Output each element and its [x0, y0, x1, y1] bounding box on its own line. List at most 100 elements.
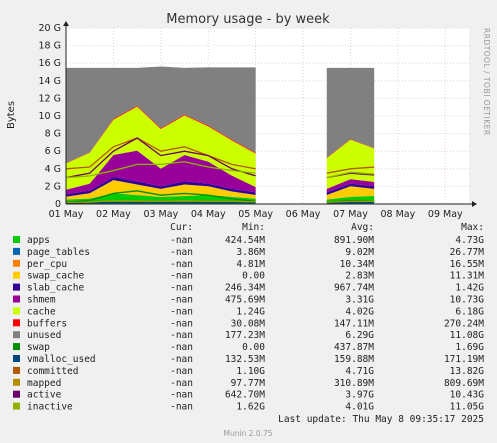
legend-avg: 9.02M	[345, 247, 374, 258]
legend-avg: 3.97G	[345, 390, 374, 401]
legend-min: 1.62G	[236, 402, 265, 413]
legend-name: cache	[27, 306, 56, 317]
legend-cur: -nan	[170, 378, 193, 389]
legend-swatch	[13, 283, 20, 291]
legend-cur: -nan	[170, 283, 193, 294]
legend-avg: 3.31G	[345, 295, 374, 306]
legend-name: per_cpu	[27, 259, 67, 270]
x-tick-label: 03 May	[143, 209, 178, 220]
y-tick-label: 12 G	[39, 93, 61, 104]
legend-header: Avg:	[351, 222, 374, 233]
legend-name: mapped	[27, 378, 61, 389]
chart-title: Memory usage - by week	[166, 12, 330, 27]
legend-swatch	[13, 271, 20, 279]
legend-cur: -nan	[170, 402, 193, 413]
legend-max: 13.82G	[450, 366, 485, 377]
legend-min: 0.00	[242, 342, 265, 353]
line-inactive	[65, 161, 256, 179]
area-slab_cache	[326, 183, 375, 196]
area-cache	[326, 139, 375, 189]
line-inactive	[326, 171, 375, 179]
legend-swatch	[13, 366, 20, 374]
y-tick-label: 18 G	[39, 41, 61, 52]
x-tick-label: 09 May	[428, 209, 463, 220]
y-tick-label: 8 G	[45, 129, 61, 140]
legend-swatch	[13, 390, 20, 398]
legend-avg: 310.89M	[334, 378, 374, 389]
y-tick-label: 2 G	[45, 181, 61, 192]
y-tick-label: 10 G	[39, 111, 61, 122]
legend-name: unused	[27, 330, 61, 341]
legend-min: 1.10G	[236, 366, 265, 377]
line-mapped	[326, 200, 375, 203]
legend-avg: 2.83M	[345, 271, 374, 282]
y-axis-ticks: 0 2 G 4 G 6 G 8 G 10 G 12 G 14 G 16 G 18 G 20 G	[39, 23, 61, 210]
legend-max: 11.31M	[450, 271, 485, 282]
y-tick-label: 6 G	[45, 146, 61, 157]
legend-avg: 159.88M	[334, 354, 374, 365]
legend-swatch	[13, 378, 20, 386]
legend-header: Min:	[242, 222, 265, 233]
line-committed	[326, 166, 375, 174]
legend-name: slab_cache	[27, 283, 84, 294]
legend-min: 30.08M	[231, 318, 266, 329]
area-cache	[66, 106, 256, 190]
area-shmem	[66, 150, 256, 195]
legend-max: 11.05G	[450, 402, 485, 413]
legend-cur: -nan	[170, 390, 193, 401]
legend-cur: -nan	[170, 366, 193, 377]
legend-max: 270.24M	[444, 318, 484, 329]
line-mapped	[66, 199, 256, 203]
legend-min: 4.81M	[236, 259, 265, 270]
x-tick-label: 02 May	[96, 209, 131, 220]
legend-name: swap	[27, 342, 50, 353]
legend-header: Cur:	[170, 222, 193, 233]
legend-name: inactive	[27, 402, 73, 413]
legend-min: 177.23M	[225, 330, 265, 341]
rrdtool-credit: RRDTOOL / TOBI OETIKER	[482, 28, 491, 136]
legend-max: 1.42G	[455, 283, 484, 294]
legend-table: Cur: Min: Avg: Max: apps -nan 424.54M 891.90M 4.…	[13, 222, 484, 413]
legend-cur: -nan	[170, 318, 193, 329]
legend-avg: 10.34M	[340, 259, 375, 270]
x-tick-label: 07 May	[333, 209, 368, 220]
area-buffers	[326, 139, 375, 159]
legend-cur: -nan	[170, 354, 193, 365]
y-axis-label: Bytes	[6, 101, 17, 129]
legend-max: 16.55M	[450, 259, 485, 270]
area-shmem	[326, 179, 375, 193]
y-axis-arrow	[63, 21, 69, 26]
legend-name: shmem	[27, 295, 56, 306]
legend-min: 642.70M	[225, 390, 265, 401]
legend-min: 475.69M	[225, 295, 265, 306]
area-swap_cache	[326, 186, 375, 200]
legend-max: 11.08G	[450, 330, 485, 341]
legend-max: 10.43G	[450, 390, 485, 401]
legend-cur: -nan	[170, 235, 193, 246]
legend-swatch	[13, 402, 20, 410]
legend-header: Max:	[461, 222, 484, 233]
legend-swatch	[13, 247, 20, 255]
legend-name: active	[27, 390, 62, 401]
y-tick-label: 16 G	[39, 58, 61, 69]
legend-name: swap_cache	[27, 271, 84, 282]
legend-cur: -nan	[170, 259, 193, 270]
legend-swatch	[13, 331, 20, 339]
legend-name: buffers	[27, 318, 67, 329]
legend-max: 4.73G	[455, 235, 484, 246]
x-tick-label: 06 May	[286, 209, 321, 220]
legend-max: 26.77M	[450, 247, 485, 258]
legend-min: 0.00	[242, 271, 265, 282]
legend-swatch	[13, 236, 20, 243]
legend-cur: -nan	[170, 247, 193, 258]
area-slab_cache	[66, 176, 256, 197]
legend-cur: -nan	[170, 271, 193, 282]
legend-min: 246.34M	[225, 283, 265, 294]
legend-avg: 6.29G	[345, 330, 374, 341]
legend-min: 132.53M	[225, 354, 265, 365]
x-axis-ticks: 01 May 02 May 03 May 04 May 05 May 06 May 07 M…	[49, 209, 463, 220]
stacked-areas	[66, 66, 375, 204]
area-unused	[66, 66, 256, 163]
y-tick-label: 20 G	[39, 23, 61, 34]
